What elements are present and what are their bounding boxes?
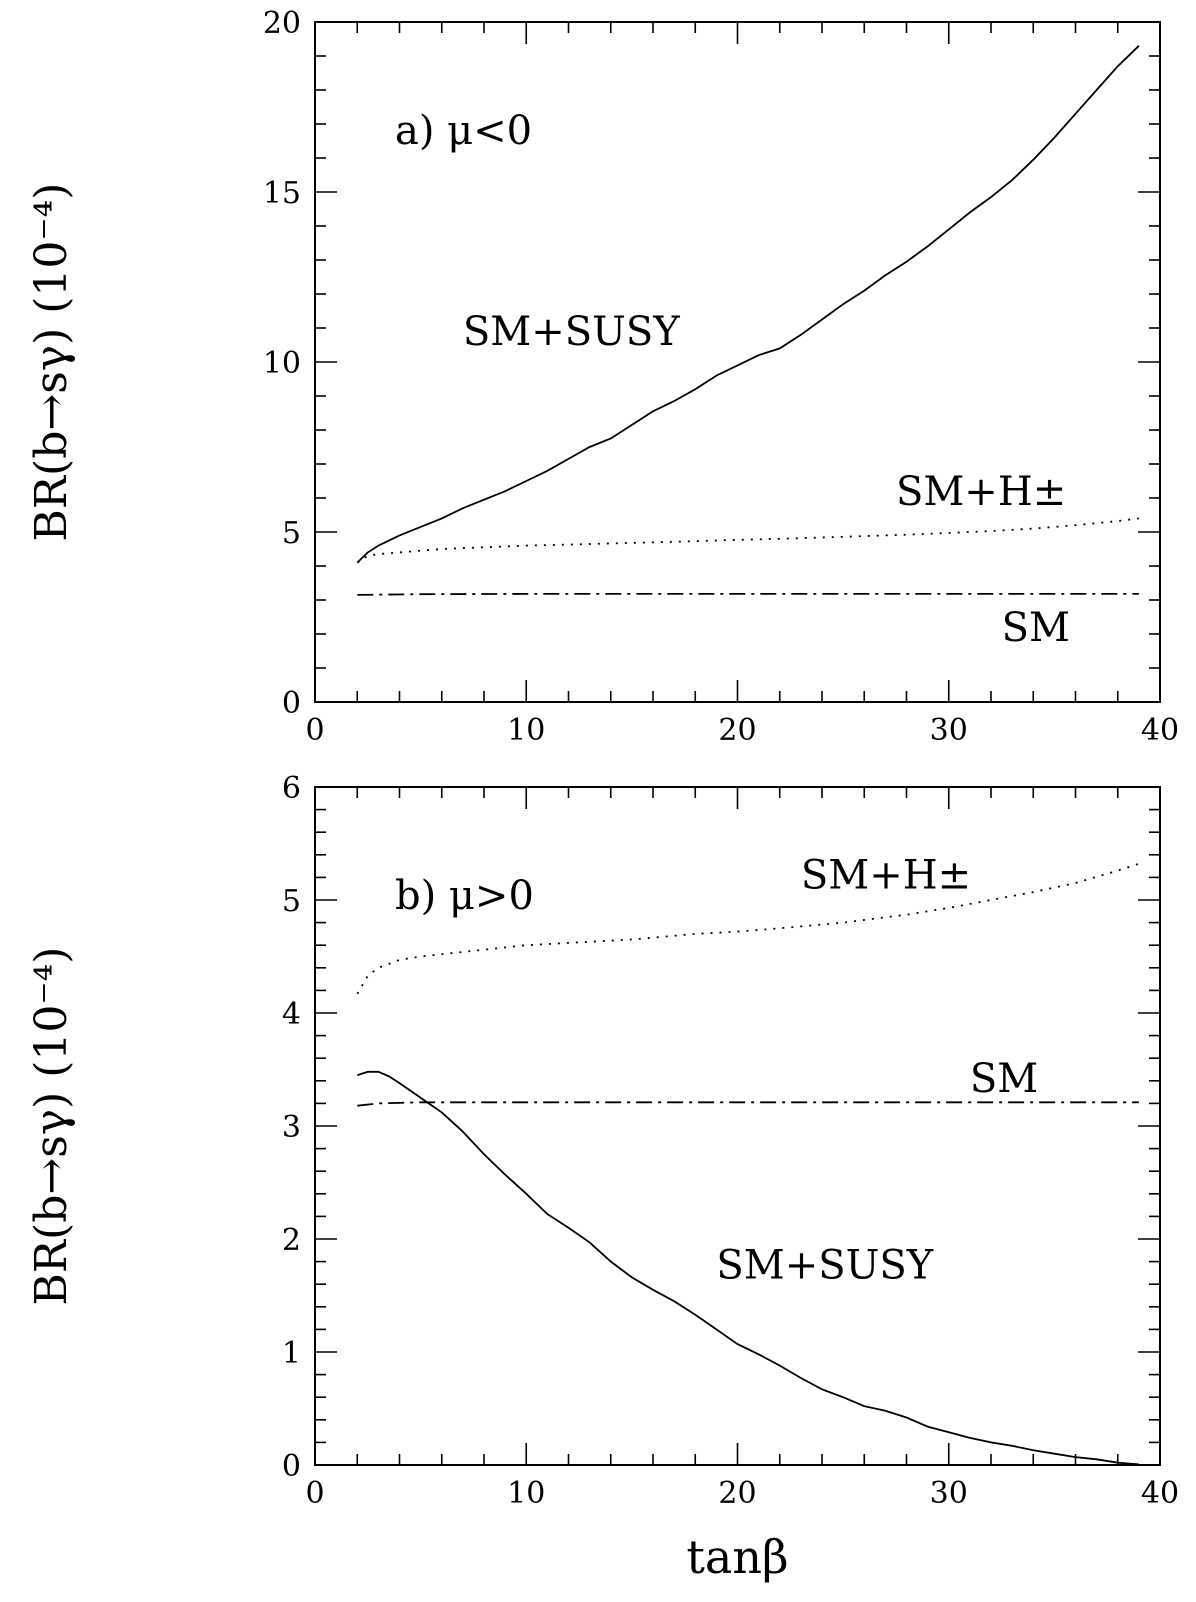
y-tick-label: 0 <box>282 1449 301 1484</box>
y-tick-label: 15 <box>263 176 301 211</box>
panel-label: a) μ<0 <box>395 108 532 154</box>
y-tick-label: 10 <box>263 346 301 381</box>
curve-label: SM+H± <box>896 469 1066 515</box>
y-tick-label: 20 <box>263 6 301 41</box>
x-tick-label: 0 <box>305 1476 324 1511</box>
y-tick-label: 6 <box>282 771 301 806</box>
x-tick-label: 0 <box>305 713 324 748</box>
x-tick-label: 30 <box>930 1476 968 1511</box>
panel-b: 0 10 20 30 40 0 1 2 3 4 5 6 SM+H± SM SM+SUSY b) μ>0 BR(b… <box>26 771 1179 1584</box>
x-tick-label: 40 <box>1141 1476 1179 1511</box>
x-tick-label: 20 <box>718 713 756 748</box>
panel-label: b) μ>0 <box>395 873 534 919</box>
series-line-sm-susy <box>356 45 1140 564</box>
y-axis-label: BR(b→sγ) (10⁻⁴) <box>26 947 77 1306</box>
x-tick-label: 10 <box>507 713 545 748</box>
x-tick-label: 40 <box>1141 713 1179 748</box>
series-line-sm-h <box>356 517 1140 564</box>
series-line-sm-h <box>356 862 1140 995</box>
y-tick-label: 0 <box>282 686 301 721</box>
y-tick-label: 3 <box>282 1110 301 1145</box>
series-line-sm <box>357 593 1139 596</box>
series-line-sm <box>357 1101 1139 1107</box>
series-line-sm-susy <box>357 1070 1139 1466</box>
x-tick-label: 20 <box>718 1476 756 1511</box>
x-tick-label: 10 <box>507 1476 545 1511</box>
y-tick-label: 5 <box>282 884 301 919</box>
y-tick-label: 5 <box>282 516 301 551</box>
x-axis-label: tanβ <box>686 1530 788 1584</box>
curve-label: SM+H± <box>801 853 971 899</box>
y-tick-label: 4 <box>282 997 301 1032</box>
curve-label: SM <box>970 1056 1038 1102</box>
curve-label: SM <box>1002 605 1070 651</box>
y-tick-label: 2 <box>282 1223 301 1258</box>
y-tick-label: 1 <box>282 1336 301 1371</box>
curve-label: SM+SUSY <box>716 1243 933 1289</box>
curve-label: SM+SUSY <box>463 309 680 355</box>
y-axis-label: BR(b→sγ) (10⁻⁴) <box>26 183 77 542</box>
panel-a: 0 10 20 30 40 0 5 10 15 20 SM+SUSY SM+H± SM a) μ<0 BR(… <box>26 6 1179 748</box>
x-tick-label: 30 <box>930 713 968 748</box>
